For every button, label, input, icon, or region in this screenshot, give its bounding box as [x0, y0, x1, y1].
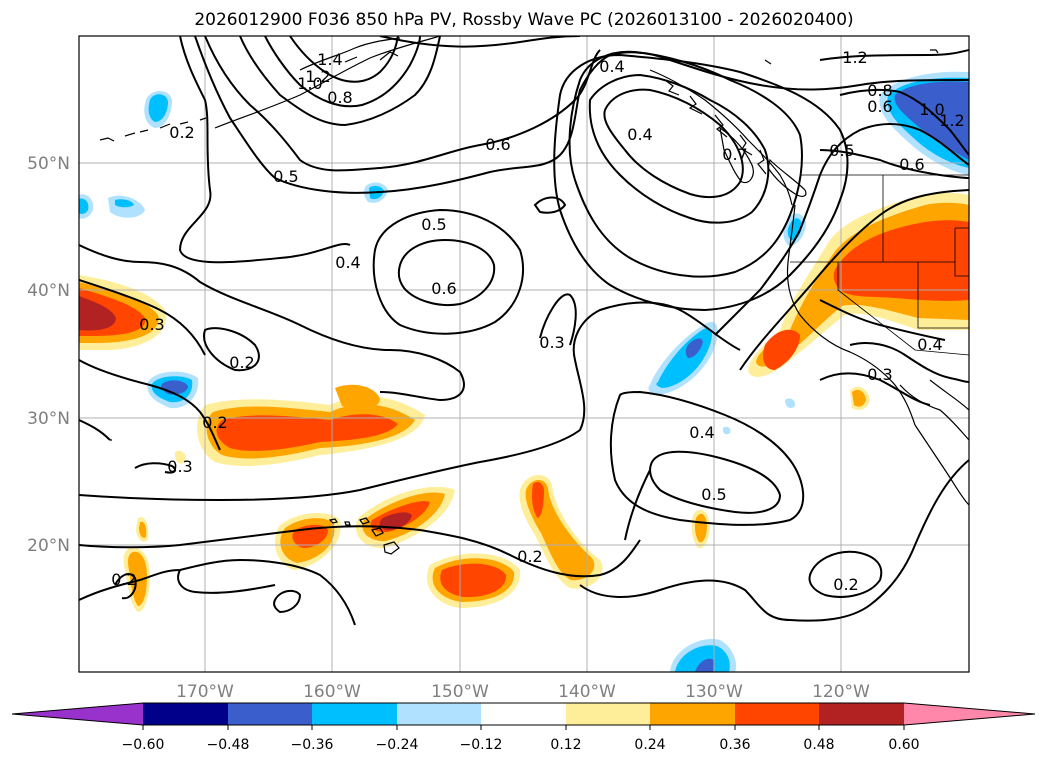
colorbar-segment: [819, 703, 904, 725]
contour-label: 0.2: [202, 413, 227, 432]
contour-label: 0.3: [539, 333, 564, 352]
map-frame: [78, 35, 970, 673]
map-panel: [79, 36, 969, 672]
contour-label: 1.2: [939, 111, 964, 130]
lon-label: 160°W: [303, 682, 361, 702]
colorbar-segment: [650, 703, 735, 725]
colorbar-ticks: −0.60 −0.48 −0.36 −0.24 −0.12 0.12 0.24 …: [122, 725, 920, 753]
colorbar-tick-label: −0.12: [460, 737, 503, 753]
colorbar: −0.60 −0.48 −0.36 −0.24 −0.12 0.12 0.24 …: [11, 702, 1036, 753]
colorbar-tick-label: −0.60: [122, 737, 165, 753]
colorbar-tick-label: −0.36: [291, 737, 334, 753]
contour-label: 0.4: [689, 423, 714, 442]
colorbar-tick-label: 0.12: [550, 737, 581, 753]
colorbar-segment: [481, 703, 566, 725]
longitude-labels: 170°W 160°W 150°W 140°W 130°W 120°W: [176, 682, 870, 702]
latitude-labels: 50°N 40°N 30°N 20°N: [27, 154, 70, 556]
coastlines: [99, 36, 969, 555]
contour-label: 0.6: [867, 97, 892, 116]
lon-label: 150°W: [431, 682, 489, 702]
contour-label: 0.3: [139, 315, 164, 334]
contour-label: 0.3: [167, 457, 192, 476]
graticule: [79, 36, 969, 672]
lat-label: 40°N: [27, 281, 70, 301]
contour-label: 1.2: [305, 67, 330, 86]
contour-label: 0.2: [517, 547, 542, 566]
lat-label: 20°N: [27, 536, 70, 556]
contour-label: 0.7: [722, 145, 747, 164]
colorbar-extend-right: [904, 703, 1035, 725]
lat-label: 30°N: [27, 409, 70, 429]
contour-0.5-ring-south: [649, 450, 782, 514]
contour-label: 0.5: [701, 485, 726, 504]
lat-label: 50°N: [27, 154, 70, 174]
colorbar-tick-label: 0.48: [803, 737, 834, 753]
contour-label: 0.2: [111, 570, 136, 589]
contour-label: 1.2: [842, 48, 867, 67]
contour-label: 1.0: [919, 100, 944, 119]
colorbar-segment: [566, 703, 650, 725]
contour-label: 0.2: [833, 575, 858, 594]
negative-anomaly-shading: [79, 71, 969, 672]
colorbar-segment: [143, 703, 228, 725]
contour-label: 0.6: [899, 155, 924, 174]
contour-label: 0.6: [485, 135, 510, 154]
contour-label: 0.4: [627, 125, 652, 144]
colorbar-tick-label: 0.24: [634, 737, 665, 753]
contour-label: 0.8: [867, 81, 892, 100]
lon-label: 170°W: [176, 682, 234, 702]
contour-label: 0.8: [327, 88, 352, 107]
figure-title: 2026012900 F036 850 hPa PV, Rossby Wave …: [194, 10, 853, 30]
colorbar-segment: [228, 703, 312, 725]
map-content: 1.4 1.2 1.0 0.8 0.2 0.5 0.6 0.4 0.5 0.4 …: [79, 36, 969, 672]
contour-label: 0.4: [599, 57, 624, 76]
contour-label: 0.5: [273, 167, 298, 186]
contour-0.5-ring: [372, 208, 524, 335]
lon-label: 140°W: [558, 682, 616, 702]
contour-label: 0.5: [421, 215, 446, 234]
contour-label: 1.4: [317, 50, 342, 69]
colorbar-segment: [312, 703, 397, 725]
colorbar-tick-label: 0.36: [719, 737, 750, 753]
contour-label: 0.2: [169, 123, 194, 142]
colorbar-segment: [397, 703, 481, 725]
colorbar-tick-label: −0.48: [207, 737, 250, 753]
pv-contours: [79, 36, 969, 626]
contour-label: 0.2: [229, 353, 254, 372]
colorbar-tick-label: 0.60: [888, 737, 919, 753]
contour-label: 0.4: [335, 253, 360, 272]
contour-labels: 1.4 1.2 1.0 0.8 0.2 0.5 0.6 0.4 0.5 0.4 …: [111, 48, 964, 594]
contour-label: 0.6: [431, 279, 456, 298]
contour-label: 0.4: [917, 335, 942, 354]
lon-label: 130°W: [685, 682, 743, 702]
contour-0.4-west: [178, 36, 351, 264]
contour-label: 0.5: [829, 141, 854, 160]
lon-label: 120°W: [812, 682, 870, 702]
colorbar-segment: [735, 703, 819, 725]
colorbar-extend-left: [12, 703, 143, 725]
colorbar-tick-label: −0.24: [376, 737, 419, 753]
contour-label: 0.3: [867, 365, 892, 384]
contour-label: 1.0: [297, 74, 322, 93]
